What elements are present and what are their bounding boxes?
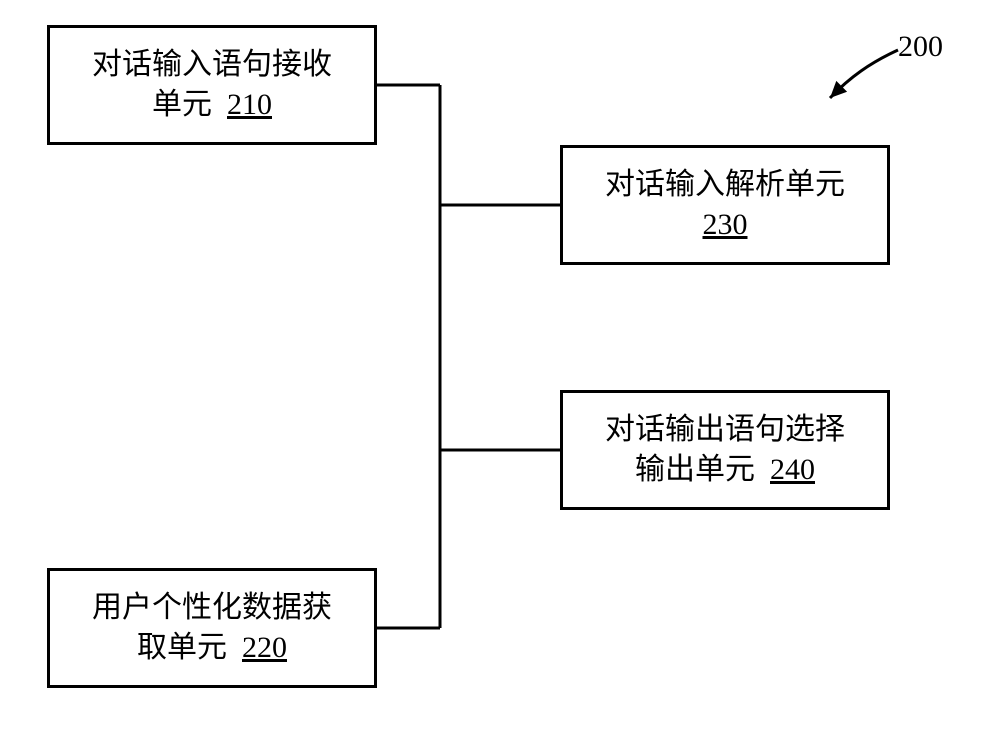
node-230-line2: 230 <box>703 205 748 246</box>
node-240-prefix: 输出单元 <box>635 453 755 486</box>
figure-ref-label: 200 <box>898 30 943 64</box>
node-210-prefix: 单元 <box>152 88 212 121</box>
node-240-line1: 对话输出语句选择 <box>605 410 845 451</box>
node-220: 用户个性化数据获 取单元 220 <box>47 568 377 688</box>
node-230: 对话输入解析单元 230 <box>560 145 890 265</box>
node-210: 对话输入语句接收 单元 210 <box>47 25 377 145</box>
node-210-line2: 单元 210 <box>152 85 272 126</box>
node-220-prefix: 取单元 <box>137 631 227 664</box>
node-210-line1: 对话输入语句接收 <box>92 45 332 86</box>
node-230-line1: 对话输入解析单元 <box>605 165 845 206</box>
node-240-ref: 240 <box>770 453 815 486</box>
node-240-line2: 输出单元 240 <box>635 450 815 491</box>
diagram-canvas: 对话输入语句接收 单元 210 用户个性化数据获 取单元 220 对话输入解析单… <box>0 0 1000 755</box>
node-220-line1: 用户个性化数据获 <box>92 588 332 629</box>
node-240: 对话输出语句选择 输出单元 240 <box>560 390 890 510</box>
node-220-ref: 220 <box>242 631 287 664</box>
node-210-ref: 210 <box>227 88 272 121</box>
node-230-ref: 230 <box>703 208 748 241</box>
node-220-line2: 取单元 220 <box>137 628 287 669</box>
